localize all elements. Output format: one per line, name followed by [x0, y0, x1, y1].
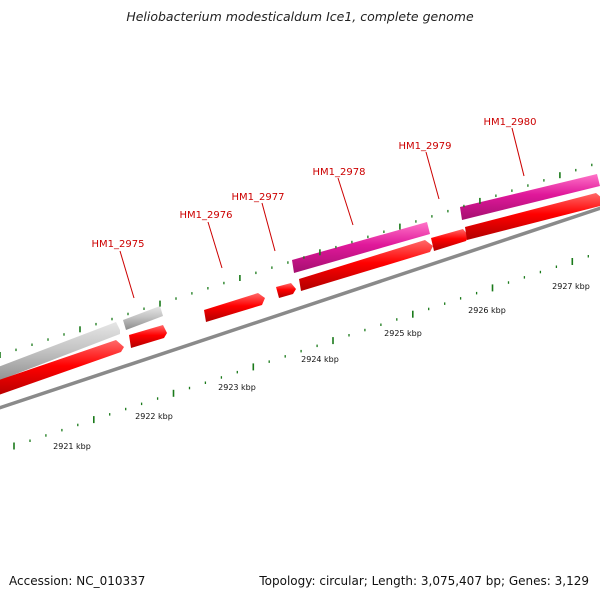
- forward-strand-track: [0, 174, 600, 381]
- cds-left: [0, 340, 124, 395]
- gene-label-hm1-2976: HM1_2976: [180, 210, 233, 221]
- gene-labels: HM1_2975 HM1_2976 HM1_2977 HM1_2978 HM1_…: [92, 117, 537, 250]
- upper-tick-row: [0, 163, 593, 358]
- gene-label-hm1-2978: HM1_2978: [313, 167, 366, 178]
- kbp-label-2921: 2921 kbp: [53, 442, 91, 451]
- cds-track: [0, 193, 600, 395]
- kbp-label-2927: 2927 kbp: [552, 282, 590, 291]
- other-feature-gray-left: [0, 322, 120, 381]
- gene-hm1-2978-feature: [292, 222, 430, 273]
- map-title: Heliobacterium modesticaldum Ice1, compl…: [126, 9, 474, 24]
- genome-backbone: [0, 206, 600, 410]
- leader-hm1-2977: [261, 202, 276, 252]
- gene-label-hm1-2980: HM1_2980: [484, 117, 537, 128]
- gene-hm1-2978-cds: [299, 240, 433, 291]
- gene-label-hm1-2977: HM1_2977: [232, 192, 285, 203]
- gene-hm1-2977-feature: [276, 283, 296, 298]
- leader-hm1-2975: [119, 250, 135, 299]
- leader-hm1-2979: [425, 151, 440, 200]
- gene-hm1-2976-feature: [204, 293, 265, 322]
- gene-hm1-2979-feature: [431, 229, 469, 251]
- leader-hm1-2976: [207, 221, 223, 269]
- gene-label-leaders: [119, 127, 525, 299]
- other-feature-gray: [123, 306, 163, 330]
- kbp-label-2925: 2925 kbp: [384, 329, 422, 338]
- gene-hm1-2975-feature: [129, 325, 167, 348]
- footer-accession: Accession: NC_010337: [9, 574, 146, 588]
- kbp-ruler-ticks: [13, 255, 589, 450]
- gene-hm1-2980-cds: [465, 193, 600, 240]
- footer-genome-stats: Topology: circular; Length: 3,075,407 bp…: [259, 574, 589, 588]
- kbp-label-2923: 2923 kbp: [218, 383, 256, 392]
- gene-label-hm1-2975: HM1_2975: [92, 239, 145, 250]
- kbp-label-2924: 2924 kbp: [301, 355, 339, 364]
- kbp-label-2926: 2926 kbp: [468, 306, 506, 315]
- gene-hm1-2980-feature: [460, 174, 600, 220]
- leader-hm1-2980: [511, 127, 525, 177]
- gene-label-hm1-2979: HM1_2979: [399, 141, 452, 152]
- leader-hm1-2978: [337, 177, 354, 226]
- kbp-label-2922: 2922 kbp: [135, 412, 173, 421]
- kbp-ruler-labels: 2921 kbp 2922 kbp 2923 kbp 2924 kbp 2925…: [53, 282, 590, 451]
